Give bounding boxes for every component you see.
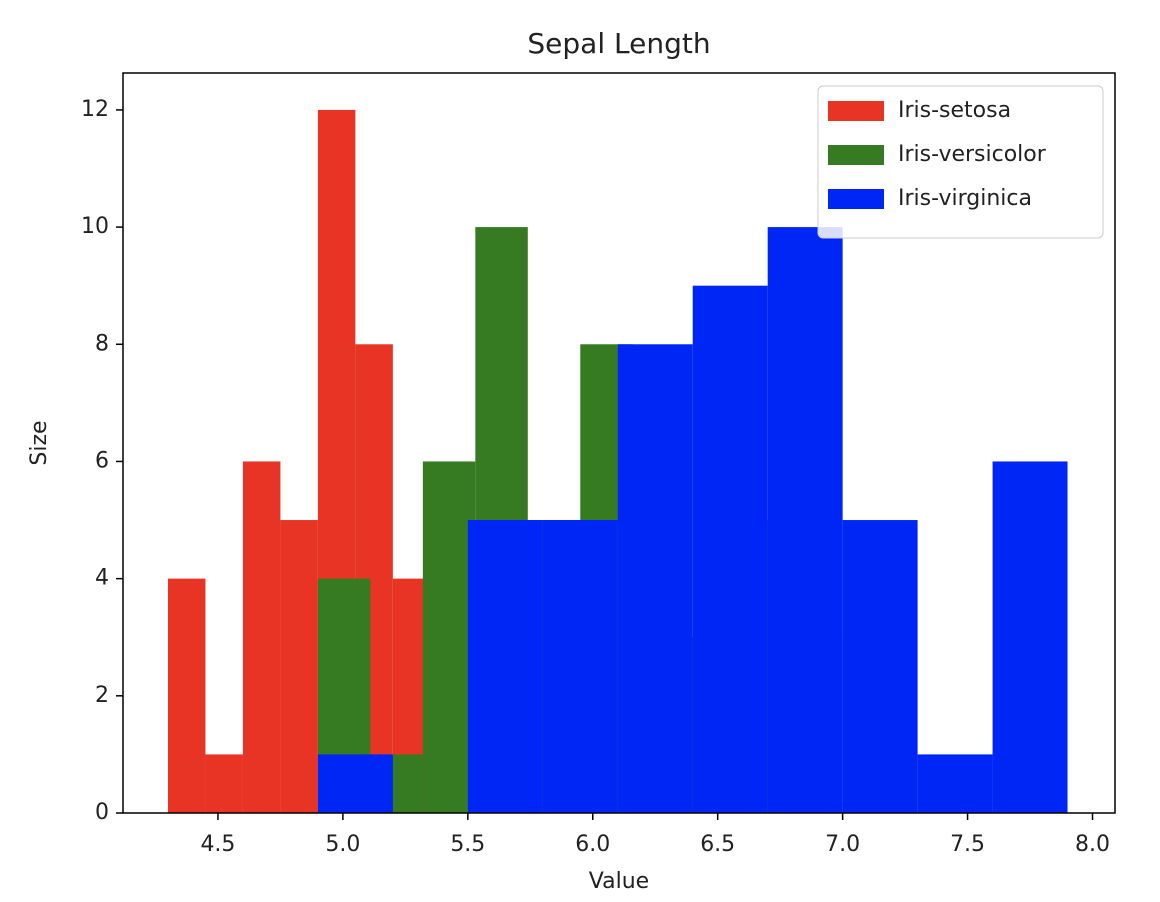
histogram-bar [422,461,476,813]
legend-label: Iris-setosa [898,98,1011,123]
chart-title: Sepal Length [527,27,710,60]
legend-swatch [828,189,884,209]
histogram-bar [205,754,243,813]
histogram-bar [767,227,843,813]
y-tick-label: 10 [81,214,109,239]
x-tick-label: 7.0 [825,832,860,857]
y-axis-label: Size [27,420,52,465]
x-tick-label: 7.5 [950,832,985,857]
histogram-bar [992,461,1068,813]
x-tick-label: 8.0 [1075,832,1110,857]
legend-label: Iris-virginica [898,186,1032,211]
x-axis-label: Value [589,869,649,894]
y-tick-label: 0 [95,800,109,825]
histogram-bar [467,520,543,813]
x-tick-label: 5.0 [325,832,360,857]
legend-label: Iris-versicolor [898,142,1047,167]
x-tick-label: 6.0 [575,832,610,857]
histogram-bar [542,520,618,813]
x-tick-label: 6.5 [700,832,735,857]
y-tick-label: 12 [81,97,109,122]
x-tick-label: 5.5 [450,832,485,857]
legend-box [817,85,1104,239]
histogram-bar [617,344,693,813]
y-tick-label: 4 [95,566,109,591]
y-tick-label: 6 [95,448,109,473]
y-tick-label: 8 [95,331,109,356]
histogram-bar [242,461,281,813]
x-tick-label: 4.5 [200,832,235,857]
legend-swatch [828,101,884,121]
histogram-bar [842,520,918,813]
histogram-bar [280,520,318,813]
histogram-bar [917,754,993,813]
histogram-bar [692,285,768,813]
histogram-bar [317,754,393,813]
histogram-bar [167,578,206,813]
plot-frame [122,72,1116,814]
legend-swatch [828,145,884,165]
y-tick-label: 2 [95,683,109,708]
